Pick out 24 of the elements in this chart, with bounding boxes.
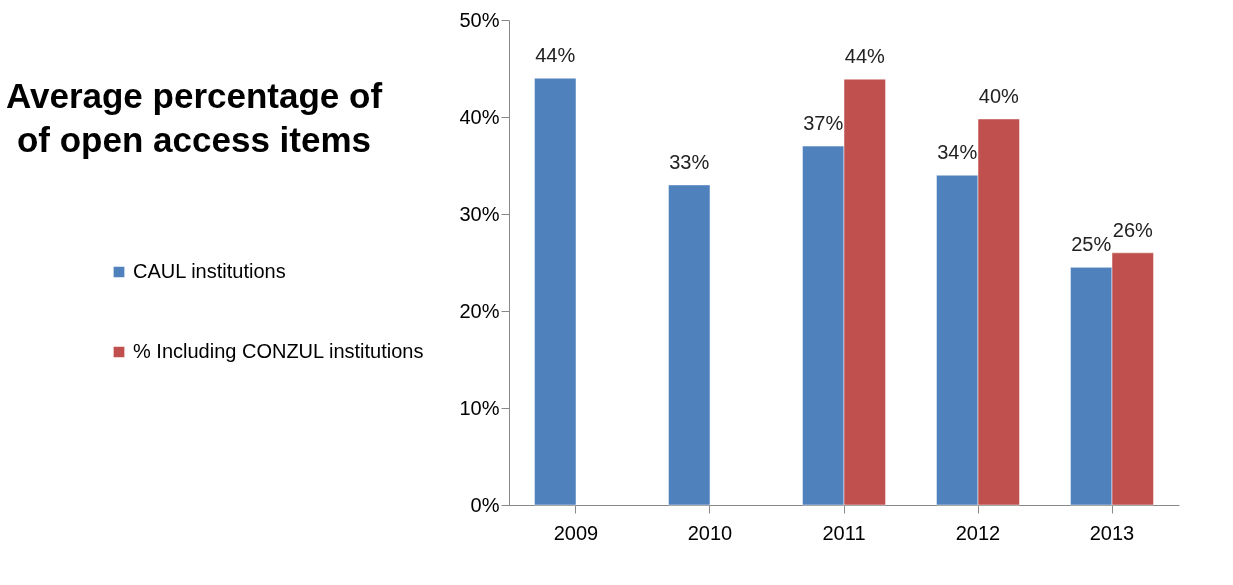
y-tick-label: 20% [459,299,500,322]
text: Average percentage of of open access items [5,76,383,159]
y-tick-label: 10% [459,396,500,419]
legend-label: % Including CONZUL institutions [133,340,424,362]
x-tick-label: 2012 [955,521,1001,544]
y-tick-label: 40% [459,105,500,128]
x-tick-label: 2009 [553,521,599,544]
data-label: 37% [803,112,844,135]
data-label: 44% [535,44,576,67]
data-label: 25% [1071,233,1112,256]
y-tick-label: 30% [459,202,500,225]
x-tick-label: 2010 [687,521,733,544]
data-label: 33% [669,150,710,173]
bar [534,77,577,506]
y-tick-label: 50% [459,8,500,31]
legend-label: CAUL institutions [133,260,286,282]
x-tick-label: 2013 [1089,521,1135,544]
data-label: 34% [937,141,978,164]
data-label: 44% [844,45,885,68]
x-tick-label: 2011 [822,521,866,544]
data-label: 26% [1112,218,1153,241]
bar [668,184,711,506]
y-tick-label: 0% [470,493,500,516]
data-label: 40% [978,84,1019,107]
